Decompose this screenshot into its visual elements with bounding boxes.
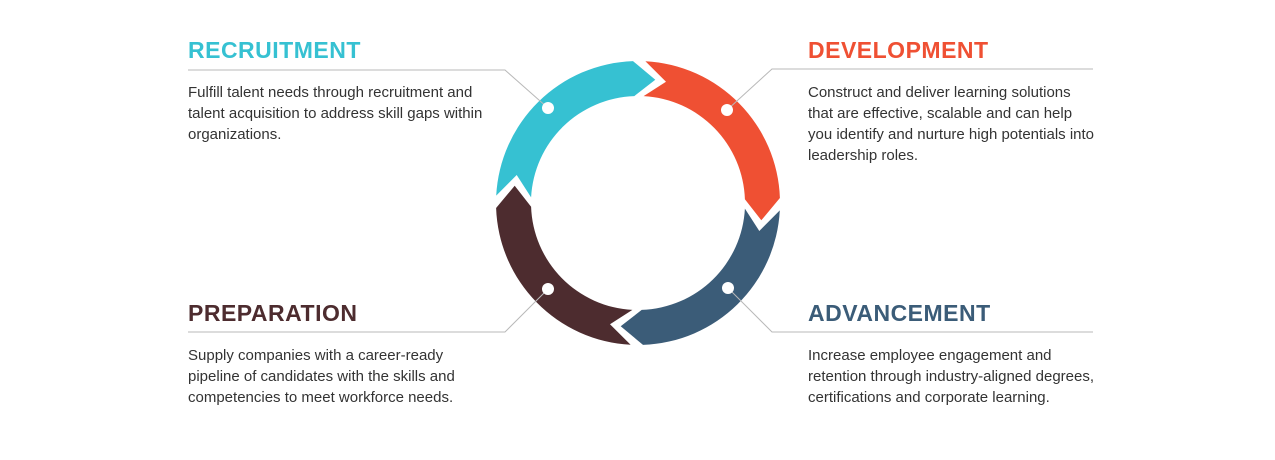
arc-advancement	[620, 208, 780, 345]
dot-development	[721, 104, 733, 116]
connector-preparation	[188, 288, 549, 333]
panel-development: DEVELOPMENT Construct and deliver learni…	[808, 36, 1108, 166]
panel-recruitment: RECRUITMENT Fulfill talent needs through…	[188, 36, 488, 145]
connector-recruitment	[188, 69, 549, 109]
title-advancement: ADVANCEMENT	[808, 300, 991, 326]
arc-recruitment	[496, 61, 656, 198]
dot-recruitment	[542, 102, 554, 114]
connector-advancement	[727, 287, 1093, 333]
dot-preparation	[542, 283, 554, 295]
title-development: DEVELOPMENT	[808, 37, 989, 63]
arc-development	[643, 61, 780, 221]
description-advancement: Increase employee engagement and retenti…	[808, 347, 1095, 406]
description-recruitment: Fulfill talent needs through recruitment…	[188, 84, 483, 143]
description-preparation: Supply companies with a career-ready pip…	[188, 347, 455, 406]
title-recruitment: RECRUITMENT	[188, 37, 361, 63]
panel-advancement: ADVANCEMENT Increase employee engagement…	[808, 299, 1108, 408]
connector-development	[726, 68, 1093, 111]
dot-advancement	[722, 282, 734, 294]
arc-preparation	[496, 185, 633, 345]
description-development: Construct and deliver learning solutions…	[808, 84, 1095, 164]
title-preparation: PREPARATION	[188, 300, 358, 326]
panel-preparation: PREPARATION Supply companies with a care…	[188, 299, 488, 408]
